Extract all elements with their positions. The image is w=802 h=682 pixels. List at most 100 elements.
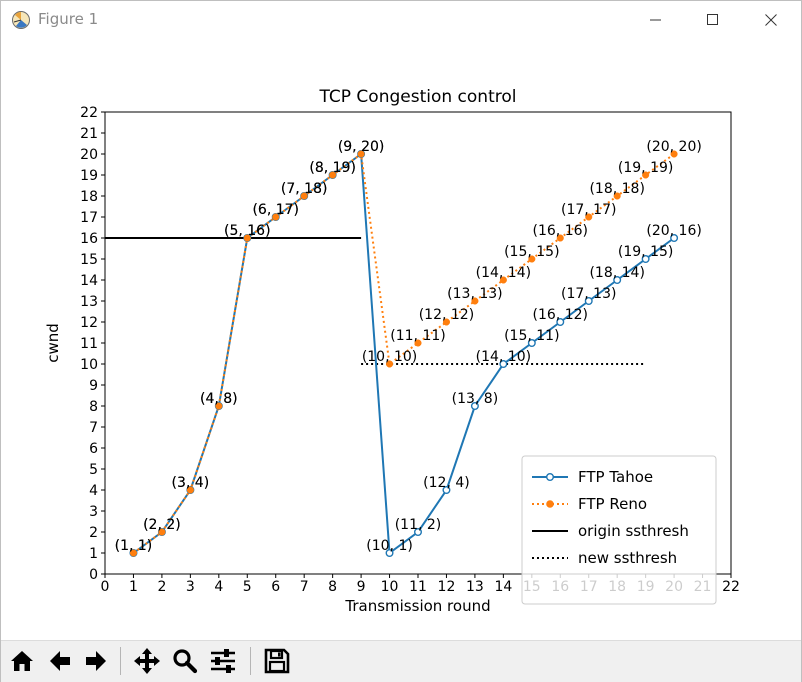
arrow-left-icon xyxy=(50,651,70,671)
tahoe-point xyxy=(670,233,679,242)
reno-point xyxy=(613,192,621,200)
x-axis-label: Transmission round xyxy=(344,597,490,615)
reno-point xyxy=(272,213,280,221)
y-tick-label: 5 xyxy=(89,462,98,478)
minimize-button[interactable] xyxy=(628,1,684,39)
legend-label: FTP Tahoe xyxy=(578,468,653,486)
reno-point xyxy=(158,528,166,536)
tahoe-point xyxy=(470,402,479,411)
x-tick-label: 8 xyxy=(328,579,337,595)
y-tick-label: 2 xyxy=(89,525,98,541)
reno-point xyxy=(357,150,365,158)
configure-subplots-button[interactable] xyxy=(206,645,240,677)
sliders-icon xyxy=(211,649,235,673)
close-icon xyxy=(765,14,777,26)
y-tick-label: 18 xyxy=(80,189,98,205)
tahoe-point xyxy=(613,275,622,284)
reno-point xyxy=(442,318,451,326)
y-tick-label: 8 xyxy=(89,399,98,415)
y-tick-label: 4 xyxy=(89,483,98,499)
reno-point xyxy=(528,255,536,263)
reno-point-label: (12, 12) xyxy=(419,307,474,323)
x-tick-label: 10 xyxy=(381,579,399,595)
chart: 0123456789101112131415161718192021220123… xyxy=(44,87,740,615)
reno-point-label: (7, 18) xyxy=(281,181,328,197)
x-tick-label: 13 xyxy=(466,579,484,595)
reno-point xyxy=(243,234,251,242)
y-tick-label: 15 xyxy=(80,252,98,268)
tahoe-point-label: (19, 15) xyxy=(618,244,673,260)
y-tick-label: 13 xyxy=(80,294,98,310)
y-tick-label: 22 xyxy=(80,105,98,121)
tahoe-point-label: (4, 8) xyxy=(200,391,238,407)
figure-canvas[interactable]: 0123456789101112131415161718192021220123… xyxy=(1,39,801,639)
reno-point xyxy=(186,486,194,494)
tahoe-point xyxy=(414,528,423,537)
toolbar-separator xyxy=(120,647,121,675)
y-tick-label: 10 xyxy=(80,357,98,373)
y-tick-label: 17 xyxy=(80,210,98,226)
reno-point xyxy=(414,339,422,347)
home-button[interactable] xyxy=(5,645,39,677)
reno-point-label: (10, 10) xyxy=(362,349,417,365)
reno-point xyxy=(300,192,308,200)
move-icon xyxy=(134,648,160,674)
x-tick-label: 0 xyxy=(101,579,110,595)
y-tick-label: 6 xyxy=(89,441,98,457)
reno-point-label: (1, 1) xyxy=(115,538,153,554)
title-bar[interactable]: Figure 1 xyxy=(1,1,801,39)
tahoe-point xyxy=(499,360,508,369)
tahoe-point-label: (15, 11) xyxy=(504,328,559,344)
reno-point xyxy=(471,297,479,305)
tahoe-point-label: (13, 8) xyxy=(452,391,499,407)
tahoe-point-label: (14, 10) xyxy=(476,349,531,365)
reno-point xyxy=(670,150,678,158)
legend-marker xyxy=(546,500,554,508)
pan-button[interactable] xyxy=(130,645,164,677)
y-tick-label: 21 xyxy=(80,126,98,142)
x-tick-label: 1 xyxy=(129,579,138,595)
tahoe-point-label: (6, 17) xyxy=(252,202,299,218)
reno-point-label: (19, 19) xyxy=(618,160,673,176)
y-axis-label: cwnd xyxy=(44,323,62,363)
reno-point-label: (4, 8) xyxy=(200,391,238,407)
y-tick-label: 16 xyxy=(80,231,98,247)
chart-title: TCP Congestion control xyxy=(319,87,517,107)
tahoe-point-label: (16, 12) xyxy=(533,307,588,323)
maximize-icon xyxy=(707,14,718,25)
y-tick-label: 9 xyxy=(89,378,98,394)
tahoe-point-label: (5, 16) xyxy=(224,223,271,239)
reno-point-label: (18, 18) xyxy=(589,181,644,197)
y-tick-label: 1 xyxy=(89,546,98,562)
legend-marker xyxy=(546,473,555,482)
y-tick-label: 0 xyxy=(89,567,98,583)
reno-point-label: (9, 20) xyxy=(338,139,385,155)
reno-point-label: (17, 17) xyxy=(561,202,616,218)
window-title: Figure 1 xyxy=(38,10,99,28)
zoom-button[interactable] xyxy=(168,645,202,677)
x-tick-label: 2 xyxy=(157,579,166,595)
series-line-ftp-tahoe xyxy=(132,152,675,555)
forward-button[interactable] xyxy=(79,645,113,677)
reno-point-label: (6, 17) xyxy=(252,202,299,218)
save-button[interactable] xyxy=(260,645,294,677)
reno-point-label: (8, 19) xyxy=(309,160,356,176)
tahoe-point xyxy=(385,549,394,558)
series-line-ftp-reno xyxy=(132,152,675,554)
tahoe-point-label: (10, 1) xyxy=(366,538,413,554)
back-button[interactable] xyxy=(43,645,77,677)
tahoe-point xyxy=(556,318,565,327)
x-tick-label: 12 xyxy=(438,579,456,595)
reno-point-label: (16, 16) xyxy=(533,223,588,239)
legend-box xyxy=(521,455,717,605)
x-tick-label: 6 xyxy=(271,579,280,595)
reno-point-label: (20, 20) xyxy=(646,139,701,155)
tahoe-point-label: (18, 14) xyxy=(589,265,644,281)
x-tick-label: 9 xyxy=(357,579,366,595)
y-tick-label: 3 xyxy=(89,504,98,520)
reno-point xyxy=(385,360,394,368)
close-button[interactable] xyxy=(743,1,799,39)
reno-point-label: (3, 4) xyxy=(172,475,210,491)
maximize-button[interactable] xyxy=(685,1,741,39)
